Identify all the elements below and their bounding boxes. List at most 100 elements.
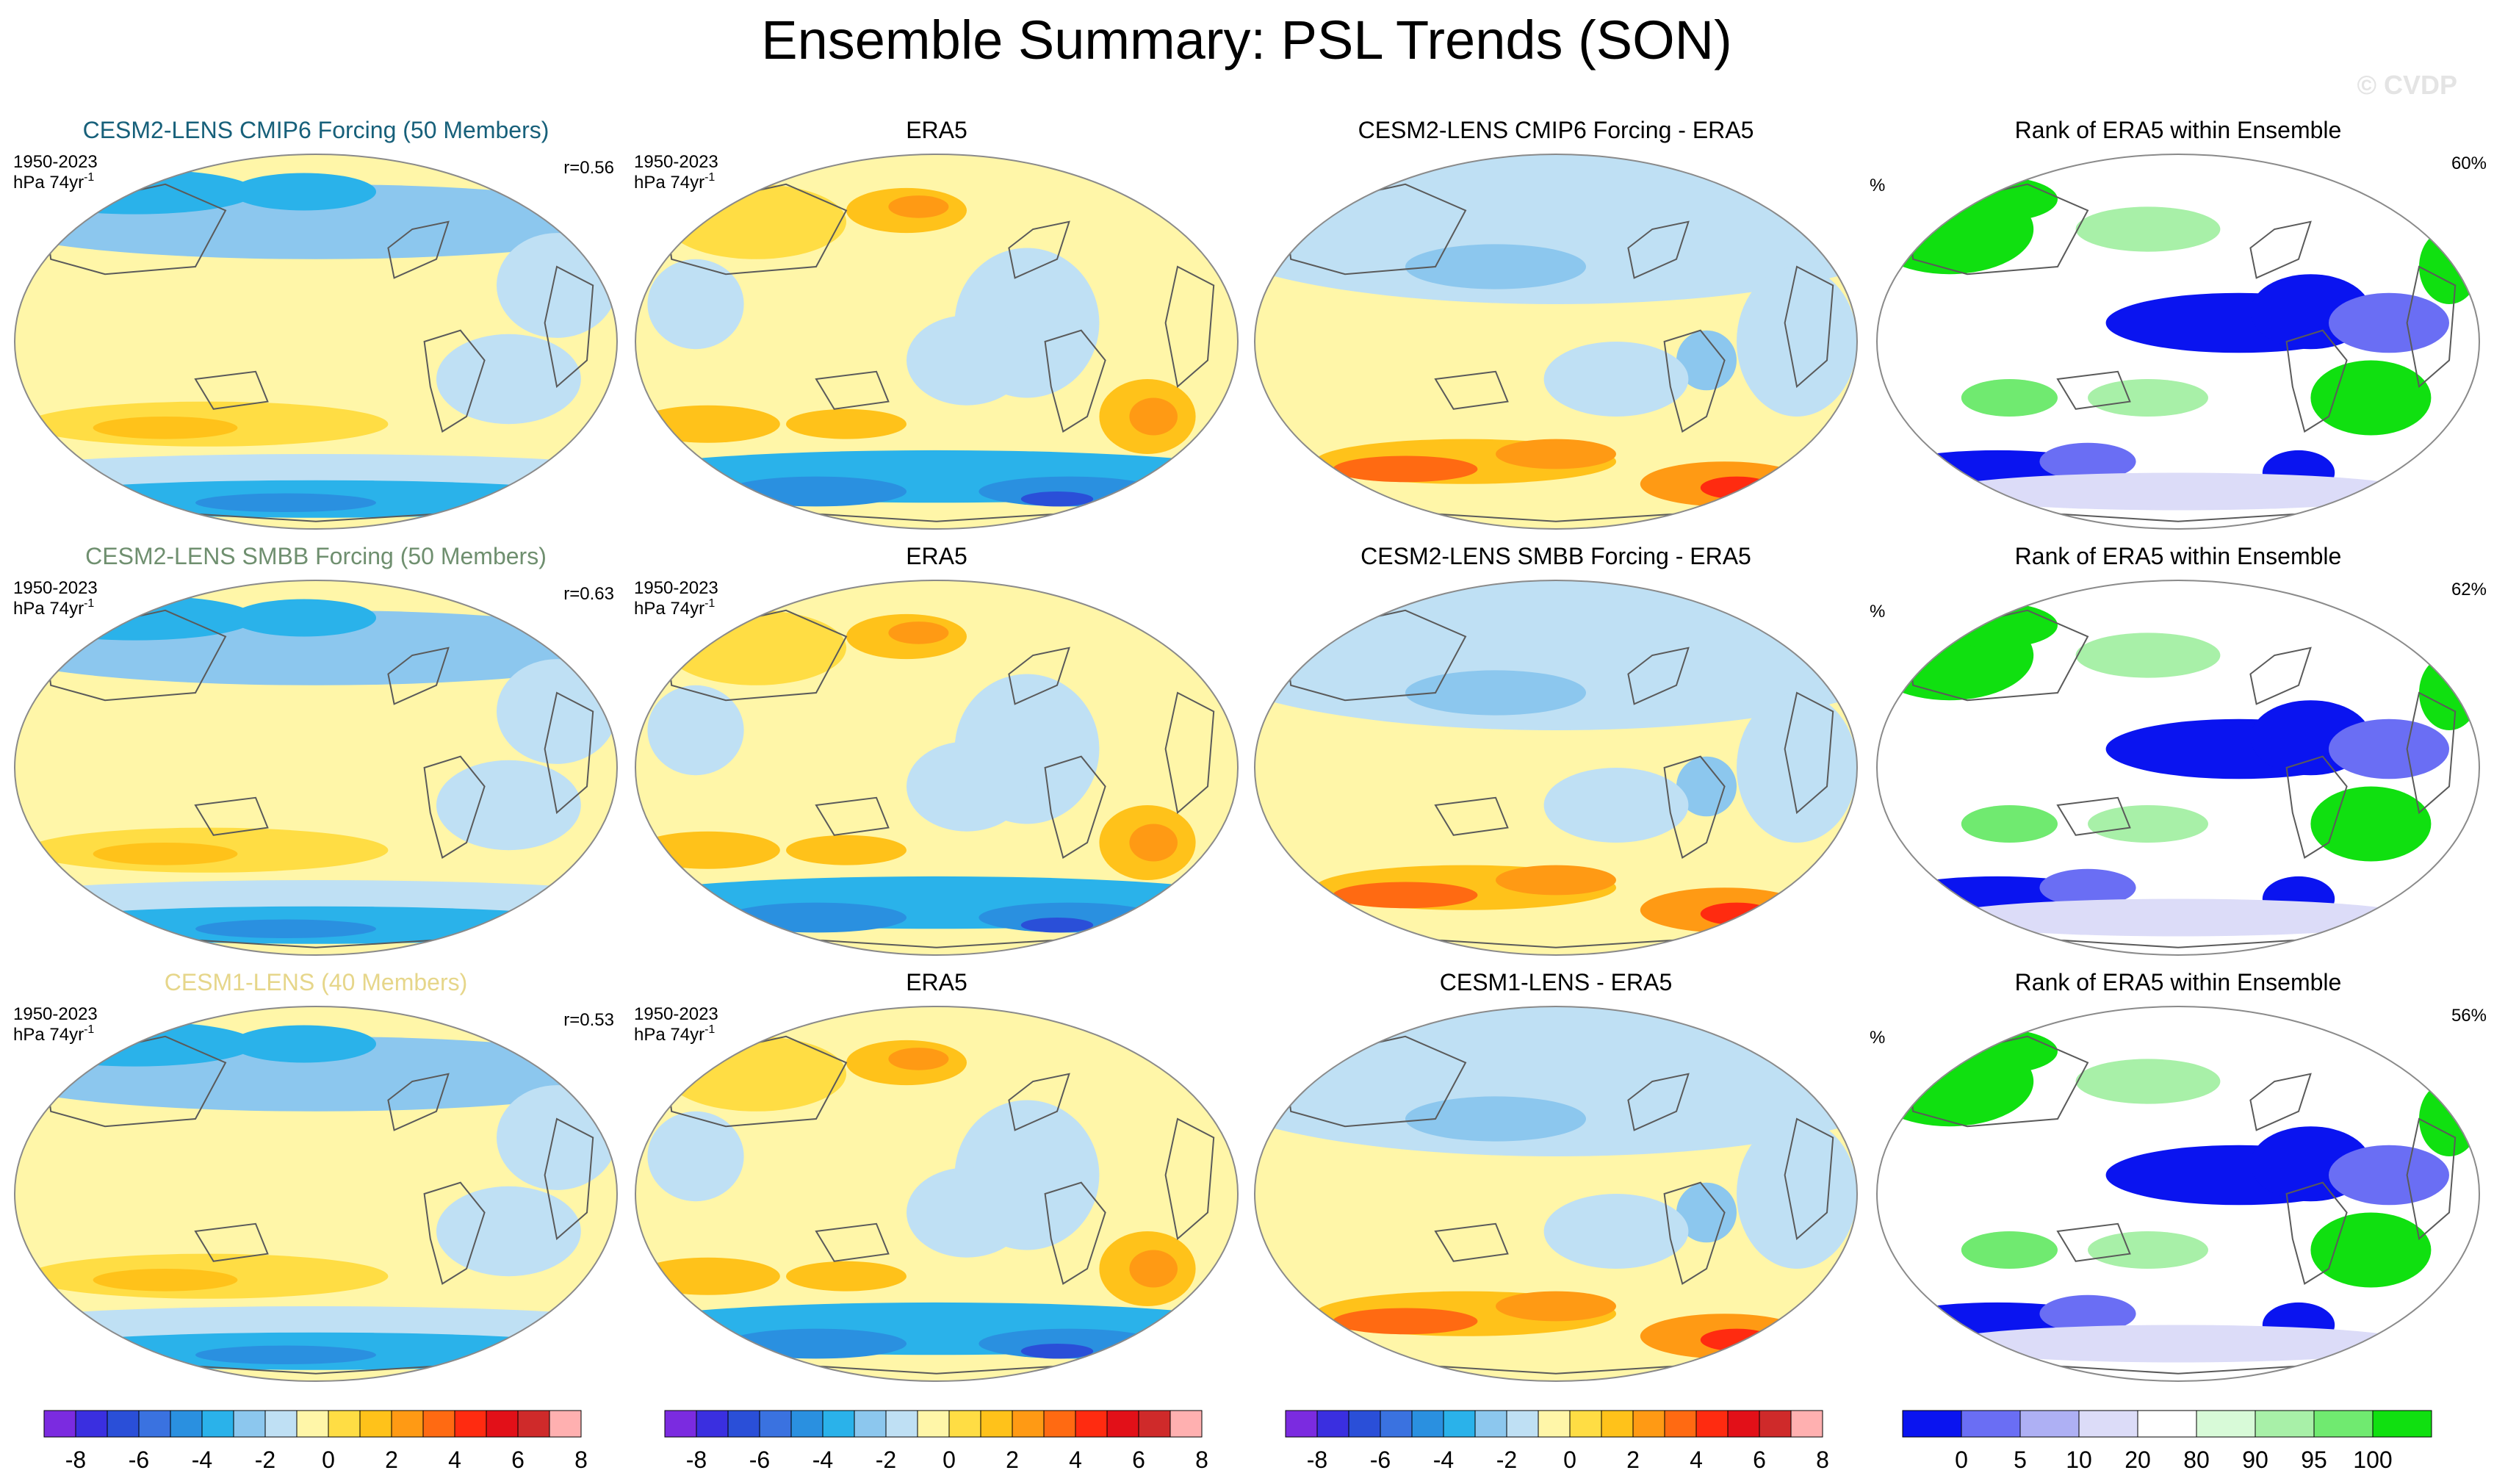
colorbar-swatch [1569,1410,1602,1438]
field-contour [1543,1194,1689,1269]
units-label: hPa 74yr-1 [634,1023,715,1045]
colorbar-swatch [727,1410,760,1438]
coastline [2285,1181,2348,1285]
field-contour [497,233,617,338]
colorbar-tick-label: -4 [192,1447,212,1473]
coastline [2285,755,2348,859]
units-superscript: -1 [704,597,715,610]
field-contour [1937,1325,2419,1363]
rank-area-percent: 62% [2451,580,2487,599]
coastline [1663,329,1726,433]
colorbar-tick-label: 0 [1563,1447,1576,1473]
field-contour [1129,397,1178,436]
field-contour [647,259,744,350]
colorbar-swatch [1106,1410,1139,1438]
colorbar-tick-label: -8 [1307,1447,1327,1473]
field-contour [1676,1182,1737,1243]
panel-r2-c3: CESM2-LENS SMBB Forcing - ERA5 [1254,543,1858,956]
colorbar-tick-label: -6 [749,1447,770,1473]
period-label: 1950-2023 [634,152,718,172]
panel-r1-c4: Rank of ERA5 within Ensemble% 60% [1870,117,2487,530]
colorbar-swatch [359,1410,392,1438]
coastline [1784,691,1834,815]
field-contour [2419,1081,2479,1156]
colorbar-tick-label: 5 [2014,1447,2027,1473]
colorbar-swatch [2255,1410,2315,1438]
coastline [1164,691,1215,815]
colorbar-tick-label: -4 [812,1447,833,1473]
coastline [664,1035,848,1128]
panel-title: ERA5 [906,543,967,569]
coastline [1906,609,2089,702]
period-label: 1950-2023 [634,578,718,598]
colorbar-swatch [264,1410,298,1438]
coastline [544,691,594,815]
coastline [1283,609,1467,702]
coastline [815,370,890,410]
colorbar-swatch [75,1410,108,1438]
colorbar-tick-label: -2 [876,1447,896,1473]
coastline [423,755,486,859]
colorbar-swatch [1961,1410,2021,1438]
trend-colorbar-1: -8 -6 -4 -2 0 2 4 6 8 [43,1410,588,1473]
field-contour [647,685,744,776]
field-contour [195,493,376,513]
panel-title: CESM2-LENS SMBB Forcing - ERA5 [1360,543,1751,569]
coastline [1044,329,1106,433]
trend-colorbar-3: -8 -6 -4 -2 0 2 4 6 8 [1285,1410,1829,1473]
field-contour [635,876,1238,929]
field-contour [1333,882,1478,909]
period-label: 1950-2023 [13,1004,98,1024]
coastline [1283,183,1467,275]
coastline [1434,796,1509,836]
colorbar-swatch [1538,1410,1571,1438]
panel-title: Rank of ERA5 within Ensemble [2015,969,2342,995]
percent-label: % [1870,1028,1885,1048]
colorbar-swatch [1664,1410,1697,1438]
field-contour [1405,670,1586,716]
field-contour [2329,718,2449,779]
colorbar-swatch [486,1410,519,1438]
map-field [635,580,1238,955]
panel-title: CESM2-LENS CMIP6 Forcing (50 Members) [83,117,549,143]
panel-r2-c1: CESM2-LENS SMBB Forcing (50 Members) 1950… [13,543,618,956]
field-contour [497,1085,617,1190]
rank-area-percent: 60% [2451,154,2487,173]
colorbar-swatch [454,1410,487,1438]
field-contour [2310,786,2432,862]
field-contour [907,1167,1027,1258]
field-contour [2039,868,2136,907]
field-contour [786,835,907,865]
colorbar-tick-label: 4 [448,1447,461,1473]
field-contour [195,1345,376,1365]
panel-r3-c4: Rank of ERA5 within Ensemble% 56% [1870,969,2487,1382]
map-frame [1876,1006,2480,1382]
map-field [1255,154,1857,529]
coastline [1164,265,1215,389]
colorbar-tick-label: 6 [1753,1447,1766,1473]
field-contour [635,450,1238,503]
coastline [194,1222,269,1262]
field-contour [231,1025,376,1063]
field-contour [2419,655,2479,730]
colorbar-swatch [2196,1410,2256,1438]
map-field [1877,1006,2479,1381]
map-field [1877,580,2479,955]
coastline [194,796,269,836]
coastline [544,265,594,389]
colorbar-swatch [1380,1410,1413,1438]
colorbar-swatch [1601,1410,1634,1438]
field-contour [666,184,846,259]
coastline [43,609,227,702]
field-contour [726,1328,907,1359]
colorbar-tick-label: 8 [574,1447,588,1473]
colorbar-tick-label: 0 [1955,1447,1968,1473]
colorbar-swatch [822,1410,855,1438]
colorbar-tick-label: -8 [686,1447,707,1473]
field-contour [2039,1294,2136,1333]
colorbar-tick-label: 4 [1690,1447,1703,1473]
colorbar-swatch [2137,1410,2197,1438]
colorbar-tick-label: 2 [1006,1447,1019,1473]
